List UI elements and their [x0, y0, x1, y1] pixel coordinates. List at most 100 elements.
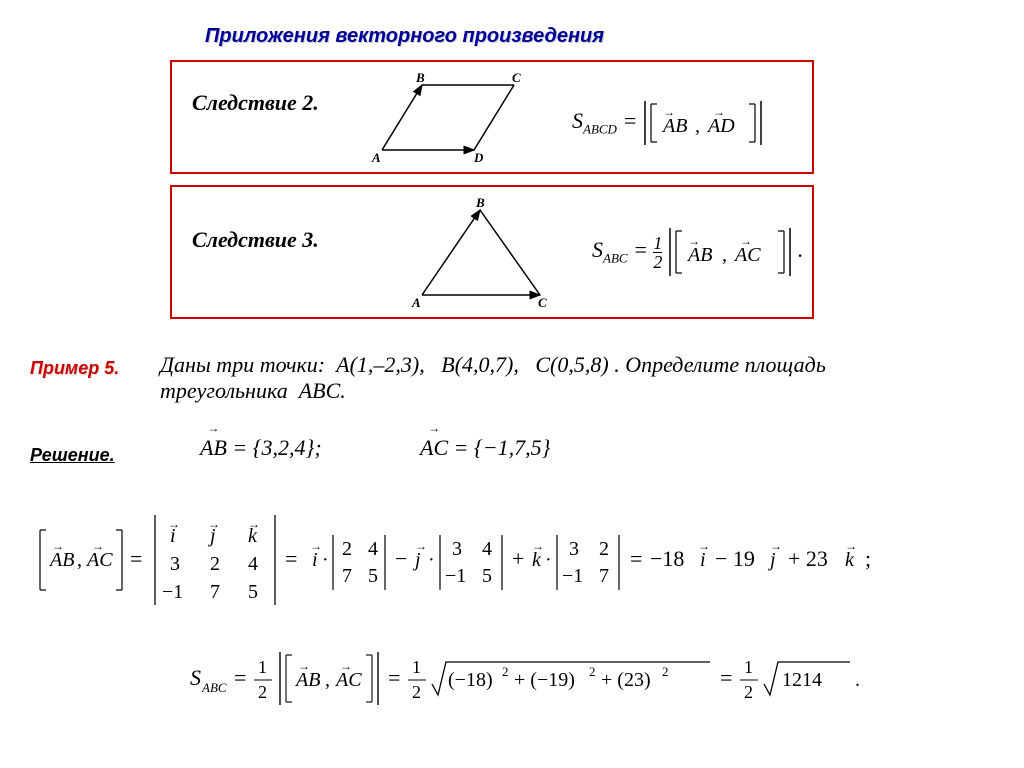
svg-text:C: C: [512, 70, 521, 85]
corollary3-formula: SABC = 1 2 →→ AB , AC .: [592, 225, 803, 279]
svg-text:−18: −18: [650, 546, 684, 571]
svg-text:k: k: [532, 549, 542, 571]
svg-text:−1: −1: [162, 581, 183, 603]
formula-S: SABCD: [572, 108, 617, 133]
svg-text:3: 3: [452, 538, 462, 560]
svg-text:7: 7: [342, 565, 352, 587]
svg-text:=: =: [234, 665, 246, 690]
solution-label: Решение.: [30, 445, 115, 466]
svg-text:2: 2: [744, 682, 753, 702]
svg-text:B: B: [415, 70, 425, 85]
svg-text:;: ;: [865, 546, 871, 571]
svg-text:AC: AC: [85, 549, 113, 571]
svg-text:·: ·: [322, 549, 329, 571]
corollary2-box: Следствие 2. A B C D SABCD = →→ AB: [170, 60, 814, 174]
svg-text:2: 2: [589, 664, 596, 679]
svg-text:+ 23: + 23: [788, 546, 828, 571]
triangle-diagram: A B C: [402, 195, 582, 310]
corollary3-label: Следствие 3.: [192, 227, 319, 253]
svg-text:1214: 1214: [782, 669, 822, 691]
svg-text:j: j: [767, 549, 776, 571]
svg-text:A: A: [371, 150, 381, 165]
svg-text:·: ·: [428, 549, 435, 571]
example-text3: треугольника: [160, 378, 288, 403]
svg-text:k: k: [845, 549, 855, 571]
svg-text:,: ,: [695, 115, 700, 137]
svg-text:5: 5: [368, 565, 378, 587]
svg-text:AB: AB: [48, 549, 74, 571]
svg-text:AD: AD: [706, 115, 735, 137]
svg-text:D: D: [473, 150, 484, 165]
vec-AB: →AB = {3,2,4};: [200, 435, 322, 461]
svg-text:,: ,: [325, 669, 330, 691]
slide: { "title": "Приложения векторного произв…: [0, 0, 1024, 768]
example-label: Пример 5.: [30, 358, 119, 379]
svg-text:1: 1: [258, 657, 267, 677]
svg-text:2: 2: [258, 682, 267, 702]
svg-text:5: 5: [482, 565, 492, 587]
svg-text:A: A: [411, 295, 421, 310]
svg-text:=: =: [630, 546, 642, 571]
svg-text:1: 1: [412, 657, 421, 677]
svg-text:i: i: [312, 549, 318, 571]
corollary2-label: Следствие 2.: [192, 90, 319, 116]
area-result: S ABC = 1 2 →→ AB , AC = 1 2 (−18)2 + (−…: [190, 640, 1010, 725]
svg-text:4: 4: [248, 553, 258, 575]
svg-text:i: i: [700, 549, 706, 571]
svg-text:2: 2: [412, 682, 421, 702]
svg-text:+ (−19): + (−19): [514, 669, 575, 691]
page-title: Приложения векторного произведения: [205, 25, 604, 48]
svg-text:.: .: [855, 669, 860, 691]
svg-text:2: 2: [502, 664, 509, 679]
svg-text:2: 2: [662, 664, 669, 679]
svg-text:j: j: [412, 549, 421, 571]
svg-text:k: k: [248, 525, 258, 547]
svg-text:5: 5: [248, 581, 258, 603]
example-text4: ABC.: [299, 378, 346, 403]
svg-text:AB: AB: [294, 669, 320, 691]
svg-text:,: ,: [722, 244, 727, 266]
example-text1: Даны три точки:: [160, 352, 325, 377]
svg-text:2: 2: [342, 538, 352, 560]
svg-text:AB: AB: [661, 115, 687, 137]
svg-text:3: 3: [569, 538, 579, 560]
example-text2: . Определите площадь: [614, 352, 826, 377]
svg-text:2: 2: [210, 553, 220, 575]
point-B: B(4,0,7): [441, 352, 513, 377]
svg-text:AC: AC: [733, 244, 761, 266]
cross-product-calc: →→ AB , AC = →→→ i j k 324 −175 = → i · …: [30, 500, 1000, 625]
svg-text:+: +: [512, 546, 524, 571]
svg-text:+ (23): + (23): [601, 669, 651, 691]
svg-text:−1: −1: [562, 565, 583, 587]
svg-text:2: 2: [599, 538, 609, 560]
svg-text:,: ,: [77, 549, 82, 571]
svg-text:B: B: [475, 195, 485, 210]
svg-text:−1: −1: [445, 565, 466, 587]
svg-text:S: S: [190, 665, 201, 690]
svg-text:=: =: [285, 546, 297, 571]
example-text: Даны три точки: A(1,–2,3), B(4,0,7), C(0…: [160, 352, 1000, 404]
svg-text:7: 7: [599, 565, 609, 587]
svg-text:4: 4: [482, 538, 492, 560]
svg-text:7: 7: [210, 581, 220, 603]
svg-text:−: −: [395, 546, 407, 571]
svg-text:3: 3: [170, 553, 180, 575]
point-C: C(0,5,8): [535, 352, 608, 377]
svg-text:=: =: [720, 665, 732, 690]
svg-text:AB: AB: [686, 244, 712, 266]
svg-text:ABC: ABC: [201, 680, 227, 695]
svg-text:i: i: [170, 525, 176, 547]
svg-text:AC: AC: [334, 669, 362, 691]
svg-text:4: 4: [368, 538, 378, 560]
svg-text:(−18): (−18): [448, 669, 493, 691]
svg-text:C: C: [538, 295, 547, 310]
vec-AC: →AC = {−1,7,5}: [420, 435, 550, 461]
corollary3-box: Следствие 3. A B C SABC = 1 2 →→: [170, 185, 814, 319]
parallelogram-diagram: A B C D: [352, 70, 552, 165]
svg-text:1: 1: [744, 657, 753, 677]
svg-text:=: =: [388, 665, 400, 690]
svg-text:− 19: − 19: [715, 546, 755, 571]
corollary2-formula: SABCD = →→ AB , AD: [572, 98, 763, 148]
svg-text:·: ·: [545, 549, 552, 571]
svg-text:=: =: [130, 546, 142, 571]
